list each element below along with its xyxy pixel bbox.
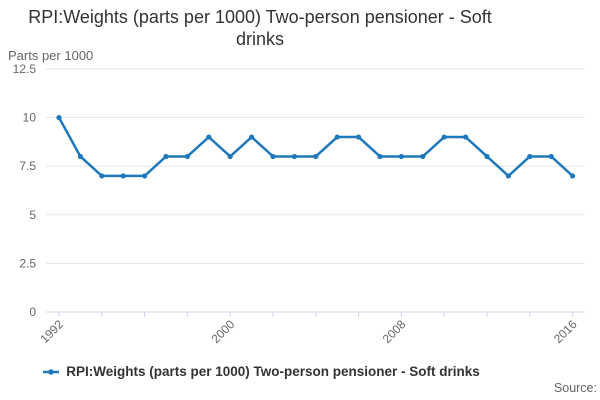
- svg-text:2000: 2000: [209, 317, 238, 346]
- legend-label: RPI:Weights (parts per 1000) Two-person …: [66, 364, 480, 379]
- legend-item[interactable]: RPI:Weights (parts per 1000) Two-person …: [0, 364, 522, 379]
- svg-text:2.5: 2.5: [19, 256, 36, 270]
- svg-text:2016: 2016: [551, 317, 580, 346]
- svg-text:2008: 2008: [380, 317, 409, 346]
- svg-text:0: 0: [29, 305, 36, 319]
- chart-title: RPI:Weights (parts per 1000) Two-person …: [28, 7, 492, 49]
- svg-text:10: 10: [23, 111, 37, 125]
- svg-text:7.5: 7.5: [19, 159, 36, 173]
- svg-text:12.5: 12.5: [13, 62, 37, 76]
- line-chart[interactable]: 0 2.5 5 7.5 10 12.5 1992 2000 2008 2016: [0, 60, 600, 360]
- y-axis-title: Parts per 1000: [8, 48, 94, 63]
- svg-text:5: 5: [29, 208, 36, 222]
- legend-line-icon: [43, 368, 60, 375]
- svg-text:1992: 1992: [37, 317, 66, 346]
- source-label: Source:: [553, 381, 597, 395]
